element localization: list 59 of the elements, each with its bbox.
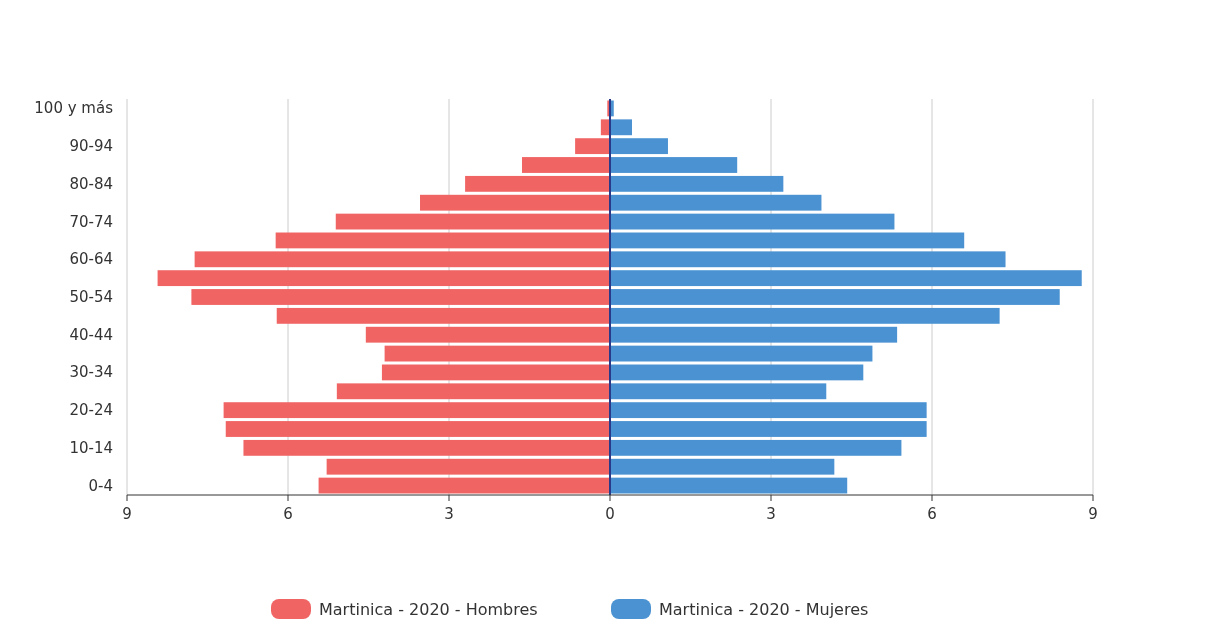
bar	[610, 421, 927, 437]
x-tick-label: 6	[927, 505, 937, 523]
bar	[610, 270, 1082, 287]
y-tick-label: 100 y más	[34, 99, 114, 118]
bar	[326, 458, 610, 475]
bar	[223, 402, 610, 419]
x-tick-label: 3	[444, 505, 454, 523]
legend-label: Martinica - 2020 - Hombres	[319, 600, 538, 619]
x-tick-label: 9	[1088, 505, 1098, 523]
bar	[318, 477, 610, 494]
bar	[610, 232, 965, 249]
bar	[610, 138, 668, 155]
bar	[610, 326, 898, 343]
bar	[157, 270, 610, 287]
bar	[194, 251, 610, 268]
bar	[275, 232, 610, 249]
bar	[610, 119, 632, 136]
y-tick-label: 70-74	[69, 212, 113, 231]
bar	[276, 307, 610, 324]
y-tick-label: 20-24	[69, 401, 113, 420]
bar	[381, 364, 610, 381]
bar	[610, 251, 1006, 268]
bar	[610, 477, 848, 494]
bar	[610, 213, 895, 230]
bar	[243, 439, 610, 456]
bar	[610, 402, 927, 419]
bar	[465, 175, 610, 192]
bar	[610, 345, 873, 362]
x-tick-label: 6	[283, 505, 293, 523]
bar	[336, 383, 610, 400]
bar	[420, 194, 610, 211]
bar	[610, 383, 827, 400]
bar	[335, 213, 610, 230]
y-tick-label: 60-64	[69, 250, 113, 269]
bar	[575, 138, 610, 155]
y-tick-label: 0-4	[88, 476, 113, 495]
y-tick-label: 90-94	[69, 137, 113, 156]
y-tick-label: 80-84	[69, 174, 113, 193]
x-tick-label: 3	[766, 505, 776, 523]
x-tick-label: 9	[122, 505, 132, 523]
bar	[521, 157, 610, 173]
x-tick-label: 0	[605, 505, 615, 523]
y-tick-label: 10-14	[69, 438, 113, 457]
bar	[191, 289, 610, 305]
legend-label: Martinica - 2020 - Mujeres	[659, 600, 869, 619]
y-tick-label: 40-44	[69, 325, 113, 344]
y-tick-label: 30-34	[69, 363, 113, 382]
bar	[610, 194, 822, 211]
bar	[365, 326, 610, 343]
bar	[610, 157, 738, 173]
bar	[225, 421, 610, 437]
bar	[610, 458, 835, 475]
bar	[610, 175, 784, 192]
bar	[610, 307, 1000, 324]
bar	[610, 289, 1060, 305]
bar	[384, 345, 610, 362]
bar	[610, 439, 902, 456]
bar	[610, 364, 864, 381]
y-tick-label: 50-54	[69, 288, 113, 306]
